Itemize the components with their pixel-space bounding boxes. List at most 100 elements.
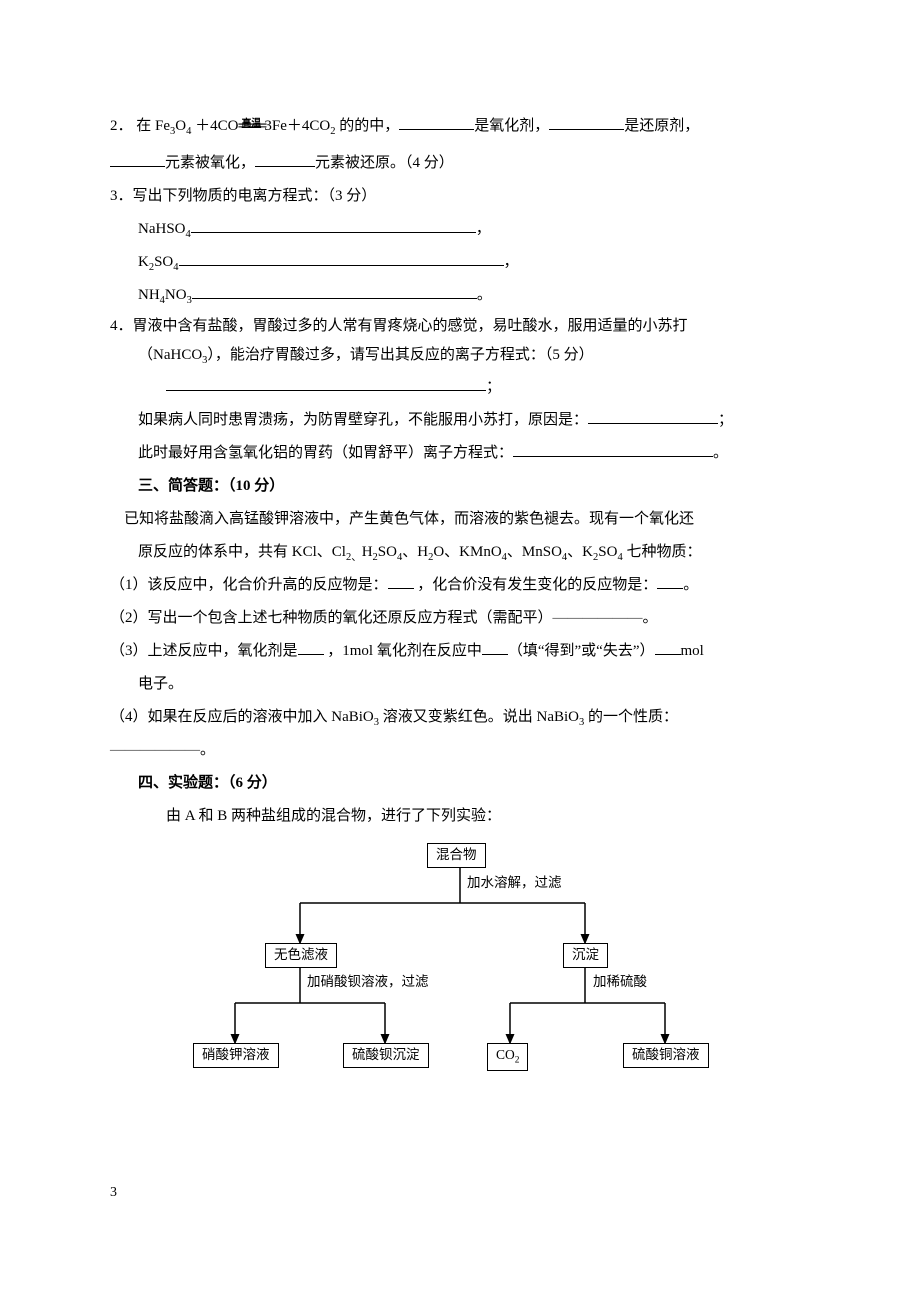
edge-dissolve-filter: 加水溶解，过滤 bbox=[467, 874, 562, 893]
q3-i3b: NO bbox=[165, 287, 187, 303]
s3-p1a: （1）该反应中，化合价升高的反应物是： bbox=[110, 577, 388, 593]
q4-l2a: （NaHCO bbox=[138, 347, 202, 363]
period: 。 bbox=[477, 287, 492, 303]
node-mixture: 混合物 bbox=[427, 843, 486, 868]
q3-item1: NaHSO4， bbox=[110, 213, 810, 246]
q4-l4: 如果病人同时患胃溃疡，为防胃壁穿孔，不能服用小苏打，原因是： bbox=[138, 412, 588, 428]
q3-num: 3． bbox=[110, 188, 133, 204]
s3-p3a: （3）上述反应中，氧化剂是 bbox=[110, 643, 298, 659]
s3-p3b: ，1mol 氧化剂在反应中 bbox=[324, 643, 482, 659]
q3-i3a: NH bbox=[138, 287, 160, 303]
s3-p4: （4）如果在反应后的溶液中加入 NaBiO3 溶液又变紫红色。说出 NaBiO3… bbox=[110, 701, 810, 734]
s3-p2: （2）写出一个包含上述七种物质的氧化还原反应方程式（需配平）——————。 bbox=[110, 602, 810, 635]
dash-blank: —————— bbox=[110, 734, 200, 751]
dash-blank: —————— bbox=[553, 602, 643, 619]
q3-item3: NH4NO3。 bbox=[110, 279, 810, 312]
blank bbox=[191, 216, 476, 234]
s3-p1c: 。 bbox=[683, 577, 698, 593]
s3-l1: 已知将盐酸滴入高锰酸钾溶液中，产生黄色气体，而溶液的紫色褪去。现有一个氧化还 bbox=[110, 503, 810, 536]
node-precipitate: 沉淀 bbox=[563, 943, 608, 968]
q4-line2: （NaHCO3），能治疗胃酸过多，请写出其反应的离子方程式：（5 分） bbox=[110, 341, 810, 371]
q4-num: 4． bbox=[110, 318, 133, 334]
section3-title: 三、简答题：（10 分） bbox=[110, 470, 810, 503]
s3-p4d: 。 bbox=[200, 742, 215, 758]
q4-line3: ； bbox=[110, 371, 810, 404]
page-number: 3 bbox=[110, 1178, 810, 1209]
q2-l2b: 元素被还原。（4 分） bbox=[315, 155, 454, 171]
s3-p2b: 。 bbox=[643, 610, 658, 626]
node-potassium-nitrate: 硝酸钾溶液 bbox=[193, 1043, 279, 1068]
node-colorless-filtrate: 无色滤液 bbox=[265, 943, 337, 968]
s3-p4-cont: ——————。 bbox=[110, 734, 810, 767]
q2-tf: 是氧化剂， bbox=[474, 118, 549, 134]
comma: ， bbox=[504, 254, 519, 270]
blank bbox=[388, 571, 414, 589]
blank bbox=[192, 282, 477, 300]
s3-l2g: 、K bbox=[567, 544, 593, 560]
q4-line4: 如果病人同时患胃溃疡，为防胃壁穿孔，不能服用小苏打，原因是： ； bbox=[110, 404, 810, 437]
q3-i2b: SO bbox=[154, 254, 173, 270]
blank bbox=[513, 439, 713, 457]
semicolon: ； bbox=[486, 379, 501, 395]
q2-line2: 元素被氧化， 元素被还原。（4 分） bbox=[110, 147, 810, 180]
q2-tg: 是还原剂， bbox=[624, 118, 699, 134]
q3-title: 写出下列物质的电离方程式：（3 分） bbox=[133, 188, 377, 204]
blank bbox=[549, 113, 624, 131]
blank bbox=[166, 373, 486, 391]
comma: ， bbox=[476, 221, 491, 237]
q3-i2a: K bbox=[138, 254, 149, 270]
co2-text: CO bbox=[496, 1047, 515, 1062]
q3-i1a: NaHSO bbox=[138, 221, 186, 237]
s3-p1: （1）该反应中，化合价升高的反应物是： ，化合价没有发生变化的反应物是：。 bbox=[110, 569, 810, 602]
s3-l2h: SO bbox=[598, 544, 617, 560]
s3-p3-cont: 电子。 bbox=[110, 668, 810, 701]
section4-title: 四、实验题：（6 分） bbox=[110, 767, 810, 800]
semicolon: ； bbox=[718, 412, 733, 428]
s3-l2d: 、H bbox=[402, 544, 428, 560]
q2-ta: 在 Fe bbox=[136, 118, 170, 134]
q3-title-line: 3．写出下列物质的电离方程式：（3 分） bbox=[110, 180, 810, 213]
blank bbox=[588, 406, 718, 424]
s3-l2c: SO bbox=[378, 544, 397, 560]
q2-num: 2． bbox=[110, 118, 133, 134]
s3-p4c: 的一个性质： bbox=[584, 709, 678, 725]
blank bbox=[657, 571, 683, 589]
equation-arrow: 高温═══ bbox=[238, 110, 264, 143]
q2-tc: ＋4CO bbox=[191, 118, 238, 134]
s3-p2a: （2）写出一个包含上述七种物质的氧化还原反应方程式（需配平） bbox=[110, 610, 553, 626]
s3-l2: 原反应的体系中，共有 KCl、Cl2、H2SO4、H2O、KMnO4、MnSO4… bbox=[110, 536, 810, 569]
node-barium-sulfate: 硫酸钡沉淀 bbox=[343, 1043, 429, 1068]
edge-add-dilute-sulfuric: 加稀硫酸 bbox=[593, 973, 647, 992]
blank bbox=[179, 249, 504, 267]
q2-l2a: 元素被氧化， bbox=[165, 155, 255, 171]
s3-p4a: （4）如果在反应后的溶液中加入 NaBiO bbox=[110, 709, 374, 725]
s3-l2a: 原反应的体系中，共有 KCl、Cl bbox=[138, 544, 346, 560]
s3-l2i: 七种物质： bbox=[623, 544, 702, 560]
s3-p3d: mol bbox=[681, 643, 704, 659]
blank bbox=[655, 637, 681, 655]
node-copper-sulfate: 硫酸铜溶液 bbox=[623, 1043, 709, 1068]
q4-l2b: ），能治疗胃酸过多，请写出其反应的离子方程式：（5 分） bbox=[207, 347, 593, 363]
q2-te: 的的中， bbox=[335, 118, 399, 134]
q3-item2: K2SO4， bbox=[110, 246, 810, 279]
q4-line5: 此时最好用含氢氧化铝的胃药（如胃舒平）离子方程式：。 bbox=[110, 437, 810, 470]
q4-l1: 胃液中含有盐酸，胃酸过多的人常有胃疼烧心的感觉，易吐酸水，服用适量的小苏打 bbox=[133, 318, 688, 334]
q2-line1: 2． 在 Fe3O4 ＋4CO高温═══3Fe＋4CO2 的的中，是氧化剂，是还… bbox=[110, 110, 810, 143]
q2-tb: O bbox=[175, 118, 186, 134]
blank bbox=[255, 150, 315, 168]
s3-l2s1: 2、 bbox=[346, 552, 362, 563]
s3-p3: （3）上述反应中，氧化剂是 ，1mol 氧化剂在反应中（填“得到”或“失去”）m… bbox=[110, 635, 810, 668]
blank bbox=[298, 637, 324, 655]
s3-l2e: O、KMnO bbox=[433, 544, 501, 560]
edge-add-barium-nitrate: 加硝酸钡溶液，过滤 bbox=[307, 973, 429, 992]
co2-sub: 2 bbox=[515, 1056, 520, 1066]
q4-line1: 4．胃液中含有盐酸，胃酸过多的人常有胃疼烧心的感觉，易吐酸水，服用适量的小苏打 bbox=[110, 312, 810, 341]
period: 。 bbox=[713, 445, 728, 461]
s3-l2b: H bbox=[362, 544, 373, 560]
experiment-flowchart: 混合物 加水溶解，过滤 无色滤液 沉淀 加硝酸钡溶液，过滤 加稀硫酸 硝酸钾溶液… bbox=[185, 838, 735, 1088]
blank bbox=[482, 637, 508, 655]
s4-intro: 由 A 和 B 两种盐组成的混合物，进行了下列实验： bbox=[110, 800, 810, 833]
node-co2: CO2 bbox=[487, 1043, 528, 1071]
eq-top: 高温 bbox=[238, 113, 264, 134]
q2-td: 3Fe＋4CO bbox=[264, 118, 330, 134]
